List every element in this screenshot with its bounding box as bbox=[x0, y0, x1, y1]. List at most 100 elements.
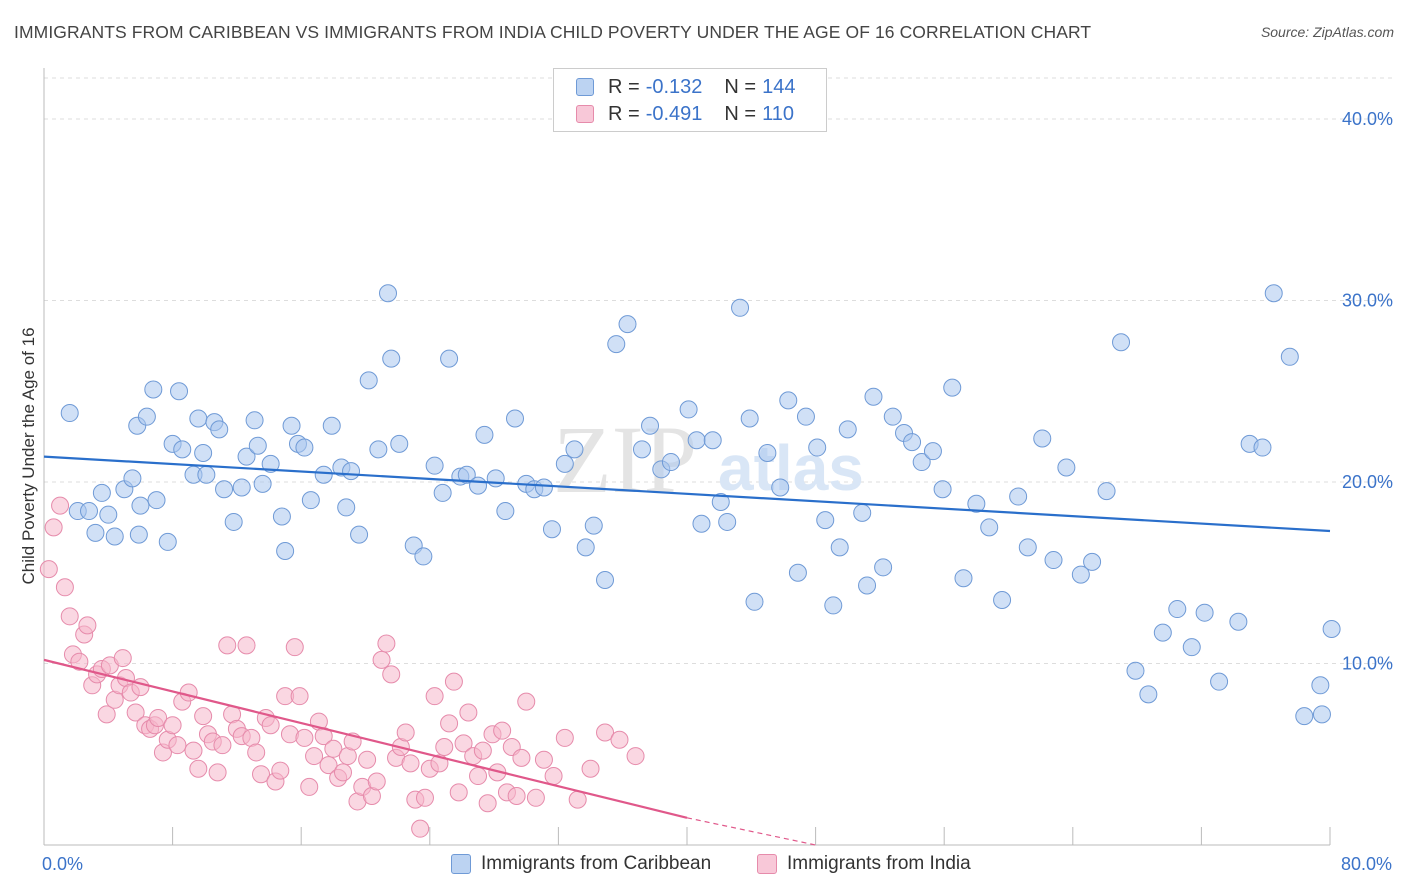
data-point-caribbean bbox=[858, 576, 877, 595]
data-point-caribbean bbox=[853, 503, 872, 522]
data-point-caribbean bbox=[808, 438, 827, 457]
data-point-india bbox=[290, 687, 309, 706]
data-point-caribbean bbox=[731, 298, 750, 317]
data-point-india bbox=[534, 750, 553, 769]
legend-row-india: R = -0.491 N = 110 bbox=[576, 101, 794, 127]
watermark-atlas: atlas bbox=[718, 432, 864, 504]
legend-r-label: R = bbox=[608, 102, 640, 125]
data-point-india bbox=[517, 692, 536, 711]
data-point-caribbean bbox=[1097, 482, 1116, 501]
data-point-caribbean bbox=[414, 547, 433, 566]
data-point-caribbean bbox=[224, 512, 243, 531]
data-point-caribbean bbox=[758, 443, 777, 462]
data-point-india bbox=[184, 741, 203, 760]
data-point-caribbean bbox=[382, 349, 401, 368]
data-point-caribbean bbox=[496, 502, 515, 521]
data-point-india bbox=[440, 714, 459, 733]
bottom-label-caribbean: Immigrants from Caribbean bbox=[481, 853, 712, 874]
data-point-caribbean bbox=[1153, 623, 1172, 642]
data-point-india bbox=[113, 649, 132, 668]
data-point-india bbox=[469, 767, 488, 786]
data-point-caribbean bbox=[1229, 612, 1248, 631]
data-point-caribbean bbox=[60, 404, 79, 423]
data-point-india bbox=[396, 723, 415, 742]
data-point-india bbox=[459, 703, 478, 722]
data-point-caribbean bbox=[276, 541, 295, 560]
bottom-swatch-caribbean bbox=[451, 854, 471, 874]
data-point-caribbean bbox=[943, 378, 962, 397]
data-point-india bbox=[507, 786, 526, 805]
data-point-caribbean bbox=[1322, 620, 1341, 639]
data-point-india bbox=[168, 736, 187, 755]
data-point-caribbean bbox=[282, 416, 301, 435]
data-point-caribbean bbox=[337, 498, 356, 517]
data-point-caribbean bbox=[158, 532, 177, 551]
data-point-caribbean bbox=[272, 507, 291, 526]
data-point-india bbox=[478, 794, 497, 813]
data-point-caribbean bbox=[1126, 661, 1145, 680]
data-point-caribbean bbox=[607, 335, 626, 354]
data-point-caribbean bbox=[923, 442, 942, 461]
data-point-caribbean bbox=[1044, 551, 1063, 570]
data-point-india bbox=[300, 777, 319, 796]
data-point-caribbean bbox=[129, 525, 148, 544]
data-point-india bbox=[333, 763, 352, 782]
x-tick-label: 0.0% bbox=[42, 854, 83, 874]
data-point-india bbox=[415, 788, 434, 807]
data-point-caribbean bbox=[261, 454, 280, 473]
data-point-caribbean bbox=[131, 496, 150, 515]
data-point-india bbox=[295, 728, 314, 747]
data-point-india bbox=[626, 747, 645, 766]
data-point-india bbox=[493, 721, 512, 740]
data-point-caribbean bbox=[1253, 438, 1272, 457]
source-label: Source: ZipAtlas.com bbox=[1260, 24, 1394, 40]
data-point-caribbean bbox=[632, 440, 651, 459]
data-point-caribbean bbox=[771, 478, 790, 497]
data-point-caribbean bbox=[718, 512, 737, 531]
data-point-caribbean bbox=[542, 520, 561, 539]
data-point-caribbean bbox=[215, 480, 234, 499]
data-point-caribbean bbox=[390, 434, 409, 453]
data-point-caribbean bbox=[457, 465, 476, 484]
india-points bbox=[39, 496, 645, 838]
legend-n-label: N = bbox=[724, 75, 757, 98]
legend-r-value-caribbean: -0.132 bbox=[645, 75, 703, 98]
data-point-caribbean bbox=[245, 411, 264, 430]
data-point-caribbean bbox=[92, 483, 111, 502]
data-point-india bbox=[194, 707, 213, 726]
data-point-caribbean bbox=[824, 596, 843, 615]
data-point-caribbean bbox=[194, 443, 213, 462]
data-point-caribbean bbox=[1112, 333, 1131, 352]
data-point-caribbean bbox=[864, 387, 883, 406]
data-point-india bbox=[70, 652, 89, 671]
data-point-india bbox=[610, 730, 629, 749]
data-point-caribbean bbox=[1295, 707, 1314, 726]
data-point-india bbox=[568, 790, 587, 809]
data-point-india bbox=[425, 687, 444, 706]
bottom-legend-caribbean: Immigrants from Caribbean bbox=[451, 852, 711, 876]
data-point-caribbean bbox=[788, 563, 807, 582]
legend-swatch-india bbox=[576, 105, 594, 123]
data-point-india bbox=[179, 683, 198, 702]
data-point-india bbox=[126, 703, 145, 722]
data-point-india bbox=[544, 767, 563, 786]
data-point-india bbox=[435, 737, 454, 756]
data-point-caribbean bbox=[687, 431, 706, 450]
data-point-caribbean bbox=[933, 480, 952, 499]
data-point-caribbean bbox=[1195, 603, 1214, 622]
data-point-india bbox=[377, 634, 396, 653]
axes-layer bbox=[43, 68, 1331, 846]
data-point-caribbean bbox=[534, 478, 553, 497]
data-point-india bbox=[97, 705, 116, 724]
data-point-india bbox=[319, 756, 338, 775]
data-point-caribbean bbox=[779, 391, 798, 410]
data-point-india bbox=[189, 759, 208, 778]
data-point-india bbox=[271, 761, 290, 780]
data-point-india bbox=[213, 736, 232, 755]
data-point-india bbox=[473, 741, 492, 760]
data-point-caribbean bbox=[1168, 600, 1187, 619]
data-point-india bbox=[51, 496, 70, 515]
data-point-caribbean bbox=[874, 558, 893, 577]
data-point-india bbox=[218, 636, 237, 655]
data-point-india bbox=[367, 772, 386, 791]
